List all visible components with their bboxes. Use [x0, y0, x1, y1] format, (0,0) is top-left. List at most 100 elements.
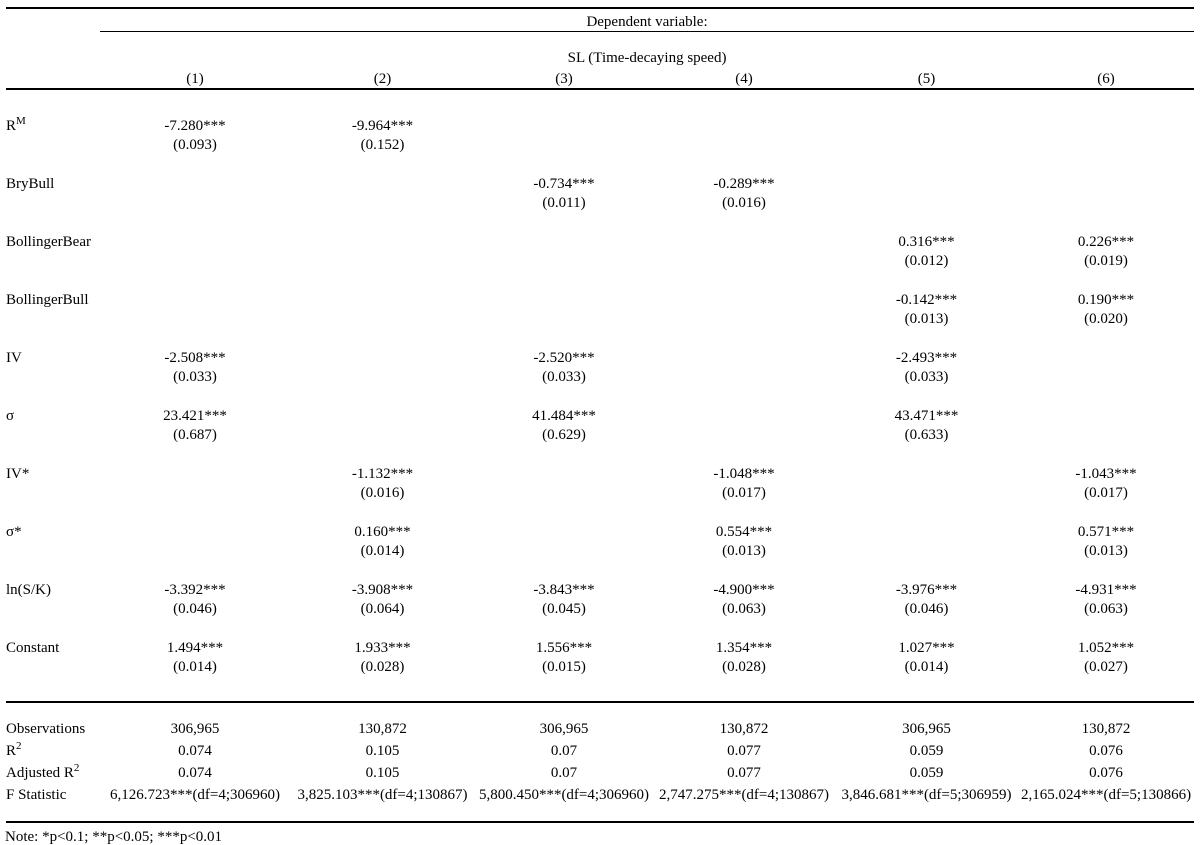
std-error-row: (0.011) (0.016): [6, 193, 1194, 212]
stderr-cell: [1018, 425, 1194, 444]
spacer-cell: [475, 386, 653, 406]
stderr-cell: [835, 193, 1018, 212]
statistic-row: R2 0.074 0.105 0.07 0.077 0.059 0.076: [6, 738, 1194, 760]
stderr-cell: (0.063): [722, 601, 766, 617]
spacer-cell: [6, 270, 100, 290]
spacer-cell: [653, 502, 835, 522]
estimate-cell: -3.976***: [895, 582, 958, 598]
estimate-cell: [100, 232, 290, 251]
estimate-cell: -4.900***: [713, 582, 775, 598]
stderr-cell: [475, 251, 653, 270]
stat-value-cell: 3,846.681***(df=5;306959): [841, 787, 1012, 803]
estimate-cell: 0.160***: [354, 524, 411, 540]
spacer-cell: [835, 444, 1018, 464]
stderr-cell: [1018, 193, 1194, 212]
corner-cell: [6, 9, 100, 32]
significance-note: Note: *p<0.1; **p<0.05; ***p<0.01: [5, 829, 223, 845]
spacer-cell: [100, 804, 290, 823]
spacer-cell: [835, 270, 1018, 290]
estimate-cell: [100, 290, 290, 309]
spacer-cell: [290, 804, 475, 823]
stderr-cell: (0.046): [173, 601, 217, 617]
header-spacer: [6, 32, 1194, 50]
spacer-cell: [290, 444, 475, 464]
spacer-cell: [6, 89, 100, 116]
row-label: Observations: [6, 721, 86, 737]
estimate-cell: [290, 174, 475, 193]
row-label: Constant: [6, 640, 60, 656]
std-error-row: (0.013) (0.020): [6, 309, 1194, 328]
estimate-cell: [475, 522, 653, 541]
spacer-cell: [6, 804, 100, 823]
stat-value-cell: 0.076: [1089, 743, 1123, 759]
estimate-cell: -0.289***: [713, 176, 775, 192]
stat-value-cell: 2,165.024***(df=5;130866): [1020, 787, 1192, 803]
row-label: σ: [6, 408, 15, 424]
spacer-cell: [653, 804, 835, 823]
coefficient-row: RM -7.280*** -9.964***: [6, 116, 1194, 135]
spacer-cell: [835, 502, 1018, 522]
stderr-cell: (0.629): [542, 427, 586, 443]
estimate-cell: -2.493***: [895, 350, 958, 366]
estimate-cell: 1.556***: [535, 640, 593, 656]
estimate-cell: 0.316***: [898, 234, 955, 250]
spacer-cell: [475, 444, 653, 464]
row-label-empty: [6, 251, 100, 270]
estimate-cell: 1.027***: [898, 640, 955, 656]
estimate-cell: [475, 290, 653, 309]
estimate-cell: -3.392***: [164, 582, 226, 598]
spacer-cell: [290, 618, 475, 638]
stderr-cell: (0.152): [360, 137, 405, 153]
stat-value-cell: 306,965: [170, 721, 220, 737]
coefficient-row: BryBull -0.734*** -0.289***: [6, 174, 1194, 193]
stat-value-cell: 0.076: [1089, 765, 1123, 781]
stderr-cell: (0.687): [173, 427, 217, 443]
estimate-cell: 1.494***: [166, 640, 224, 656]
estimate-cell: [475, 232, 653, 251]
stderr-cell: [653, 367, 835, 386]
stat-value-cell: 0.07: [550, 765, 578, 781]
spacer-cell: [100, 702, 290, 716]
spacer-cell: [290, 676, 475, 703]
spacer-cell: [100, 444, 290, 464]
row-label: BollingerBear: [6, 234, 91, 250]
stderr-cell: (0.020): [1084, 311, 1128, 327]
spacer-cell: [653, 444, 835, 464]
estimate-cell: [100, 522, 290, 541]
stat-value-cell: 0.07: [550, 743, 578, 759]
regression-table: Dependent variable: SL (Time-decaying sp…: [6, 9, 1195, 823]
stderr-cell: (0.016): [360, 485, 405, 501]
mid-rule-row: [6, 676, 1195, 703]
estimate-cell: 41.484***: [532, 408, 596, 424]
row-label: IV: [6, 350, 22, 366]
group-spacer: [6, 212, 1194, 232]
row-label: Adjusted R2: [6, 762, 80, 782]
spacer-cell: [1018, 444, 1194, 464]
spacer-cell: [100, 154, 290, 174]
stat-value-cell: 306,965: [902, 721, 951, 737]
row-label-empty: [6, 657, 100, 676]
stderr-cell: (0.093): [173, 137, 217, 153]
estimate-cell: [475, 464, 653, 483]
std-error-row: (0.014) (0.028) (0.015) (0.028) (0.014) (0.02…: [6, 657, 1194, 676]
stderr-cell: (0.016): [722, 195, 766, 211]
stderr-cell: (0.014): [360, 543, 405, 559]
top-rule: [6, 7, 1194, 9]
spacer-cell: [475, 676, 653, 703]
row-label: IV*: [6, 466, 30, 482]
spacer-cell: [835, 154, 1018, 174]
spacer-cell: [475, 618, 653, 638]
spacer-cell: [475, 154, 653, 174]
stderr-cell: [653, 425, 835, 444]
spacer-cell: [6, 212, 100, 232]
dependent-variable-name: SL (Time-decaying speed): [567, 50, 727, 66]
column-header: (3): [475, 67, 653, 90]
row-label-empty: [6, 367, 100, 386]
stderr-cell: [100, 309, 290, 328]
estimate-cell: [100, 464, 290, 483]
spacer-cell: [6, 676, 100, 703]
coefficient-row: σ* 0.160*** 0.554*** 0.571***: [6, 522, 1194, 541]
spacer-cell: [1018, 702, 1194, 716]
estimate-cell: [835, 522, 1018, 541]
estimate-cell: -2.520***: [533, 350, 595, 366]
